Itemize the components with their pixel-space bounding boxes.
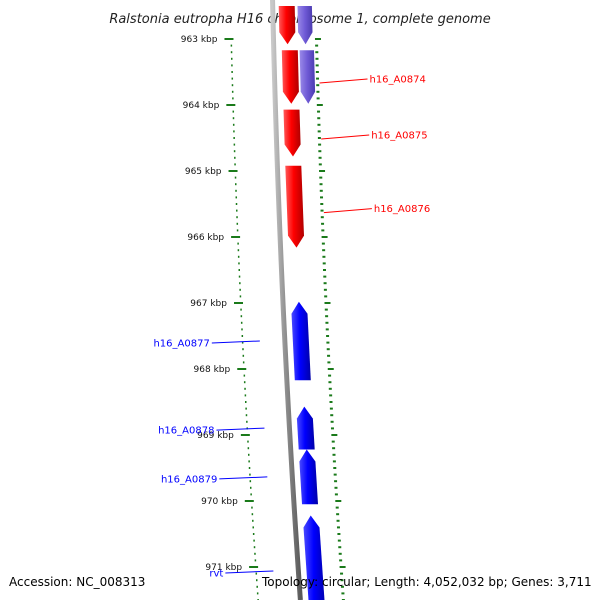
outer-tick-ring bbox=[314, 38, 346, 600]
tick-label: 967 kbp bbox=[190, 299, 227, 309]
tick-label: 968 kbp bbox=[194, 365, 231, 375]
label-leader-line bbox=[225, 570, 274, 574]
gene-label[interactable]: rvt bbox=[209, 568, 223, 579]
label-leader-line bbox=[216, 427, 265, 431]
reverse-gene-arrow[interactable] bbox=[296, 406, 315, 450]
topology-text: Topology: circular; Length: 4,052,032 bp… bbox=[261, 575, 592, 589]
label-leader-line bbox=[323, 208, 372, 214]
backbone-line bbox=[270, 0, 303, 600]
gene-label[interactable]: h16_A0877 bbox=[153, 338, 209, 349]
tick-label: 970 kbp bbox=[201, 497, 238, 507]
accession-text: Accession: NC_008313 bbox=[9, 575, 145, 589]
tick-label: 971 kbp bbox=[205, 563, 242, 573]
forward-gene-arrow[interactable] bbox=[285, 165, 304, 248]
tick-label: 969 kbp bbox=[197, 431, 234, 441]
forward-gene-arrow[interactable] bbox=[278, 6, 296, 45]
tick-label: 963 kbp bbox=[181, 35, 218, 45]
gene-label[interactable]: h16_A0878 bbox=[158, 426, 214, 437]
gene-features bbox=[278, 6, 327, 600]
backbone-ring bbox=[270, 0, 303, 600]
forward-gene-arrow[interactable] bbox=[281, 50, 299, 104]
overlapping-gene-arrow[interactable] bbox=[297, 6, 313, 45]
tick-label: 965 kbp bbox=[185, 167, 222, 177]
gene-label[interactable]: h16_A0879 bbox=[161, 474, 217, 485]
gene-labels: h16_A0874 h16_A0875 h16_A0876 h16_A0877 h16_… bbox=[153, 74, 430, 579]
reverse-gene-arrow[interactable] bbox=[303, 515, 327, 600]
label-leader-line bbox=[211, 340, 260, 344]
forward-gene-arrow[interactable] bbox=[283, 109, 301, 157]
label-leader-line bbox=[321, 134, 370, 140]
reverse-gene-arrow[interactable] bbox=[291, 301, 311, 381]
inner-tick-ring: 963 kbp 964 kbp 965 kbp 966 kbp 967 kbp 968 k… bbox=[181, 35, 259, 600]
gene-label[interactable]: h16_A0875 bbox=[371, 131, 427, 142]
reverse-gene-arrow[interactable] bbox=[299, 449, 318, 505]
gene-label[interactable]: h16_A0876 bbox=[374, 204, 430, 215]
label-leader-line bbox=[219, 476, 268, 480]
tick-label: 966 kbp bbox=[187, 233, 224, 243]
tick-label: 964 kbp bbox=[183, 101, 220, 111]
overlapping-gene-arrow[interactable] bbox=[299, 50, 316, 104]
label-leader-line bbox=[319, 78, 368, 84]
gene-label[interactable]: h16_A0874 bbox=[369, 74, 425, 85]
